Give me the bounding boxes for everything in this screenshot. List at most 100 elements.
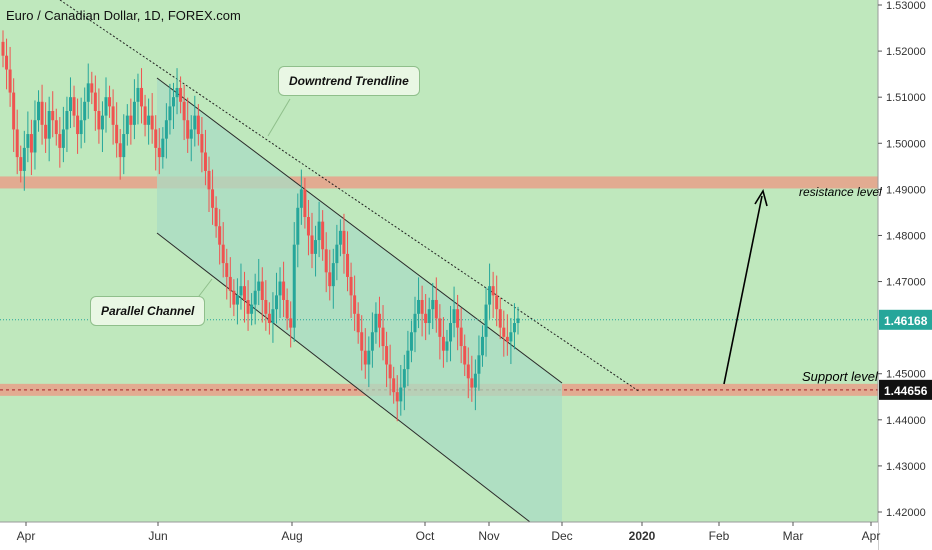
candle-body [79, 120, 83, 135]
candle-body [303, 189, 307, 218]
candle-body [186, 120, 190, 139]
candle-body [44, 124, 48, 139]
candle-body [12, 92, 16, 130]
candle-body [143, 106, 147, 125]
candle-body [282, 281, 286, 300]
candle-body [438, 318, 442, 337]
candle-body [495, 295, 499, 310]
candle-body [51, 111, 55, 121]
candle-body [61, 129, 65, 148]
candle-body [161, 138, 165, 158]
candle-body [140, 87, 144, 107]
chart-title: Euro / Canadian Dollar, 1D, FOREX.com [6, 8, 241, 23]
candle-body [360, 332, 364, 351]
candle-body [377, 313, 381, 328]
candle-body [509, 332, 513, 342]
candle-body [331, 263, 335, 287]
y-tick-label: 1.51000 [886, 92, 926, 104]
candle-body [203, 152, 207, 171]
candle-body [267, 313, 271, 324]
candle-body [97, 111, 101, 130]
candle-body [463, 346, 467, 365]
candle-body [214, 207, 218, 227]
candle-body [129, 115, 133, 125]
candle-body [15, 129, 19, 158]
candle-body [168, 106, 172, 121]
y-tick-label: 1.49000 [886, 184, 926, 196]
candle-body [218, 226, 222, 245]
candle-body [392, 378, 396, 393]
candle-body [22, 147, 26, 171]
channel-upper-line [156, 77, 563, 384]
x-tick-label: Jun [148, 529, 167, 543]
candle-body [189, 129, 193, 139]
candle-body [306, 217, 310, 236]
x-axis-panel [0, 522, 878, 550]
candle-body [473, 373, 477, 388]
candle-body [395, 392, 399, 402]
candle-body [225, 263, 229, 277]
candle-body [260, 281, 264, 300]
downtrend-trendline [59, 0, 641, 393]
candle-body [264, 299, 268, 314]
candle-body [164, 120, 168, 139]
candle-body [228, 276, 232, 291]
candle-body [111, 106, 115, 125]
candle-body [445, 341, 449, 351]
candle-body [58, 134, 62, 148]
candle-body [431, 299, 435, 310]
candle-body [314, 240, 318, 254]
projection-arrow [723, 195, 763, 385]
candle-body [8, 69, 12, 93]
candle-body [420, 299, 424, 314]
y-tick-label: 1.45000 [886, 369, 926, 381]
candle-body [83, 101, 87, 121]
candle-body [477, 355, 481, 374]
candle-body [406, 350, 410, 370]
y-tick-label: 1.43000 [886, 461, 926, 473]
candle-body [104, 97, 108, 116]
candle-body [449, 323, 453, 342]
candle-body [193, 115, 197, 130]
candle-body [296, 207, 300, 245]
candle-body [321, 221, 325, 250]
candle-body [65, 111, 69, 130]
candle-body [292, 244, 296, 328]
resistance-label: resistance level [799, 185, 882, 199]
candle-body [179, 87, 183, 102]
candle-body [427, 309, 431, 324]
trendline-callout: Downtrend Trendline [278, 66, 420, 96]
candle-body [108, 97, 112, 107]
candle-body [424, 313, 428, 324]
candle-body [90, 83, 94, 93]
candle-body [93, 92, 97, 112]
candle-body [118, 143, 122, 158]
candle-body [47, 111, 51, 139]
candle-body [26, 134, 30, 148]
y-axis-panel [878, 0, 932, 550]
channel-fill [157, 78, 562, 522]
candle-body [243, 286, 247, 300]
candle-body [5, 55, 9, 70]
candle-body [441, 336, 445, 351]
candle-body [122, 134, 126, 158]
candle-body [289, 318, 293, 328]
candle-body [434, 299, 438, 319]
candle-body [274, 295, 278, 310]
candle-body [466, 364, 470, 379]
candle-body [278, 281, 282, 296]
candle-body [182, 101, 186, 121]
x-tick-label: Nov [478, 529, 499, 543]
candle-body [54, 120, 58, 135]
y-tick-label: 1.44000 [886, 415, 926, 427]
candle-body [76, 115, 80, 135]
candle-body [470, 378, 474, 388]
candle-body [374, 313, 378, 333]
y-tick-label: 1.52000 [886, 46, 926, 58]
candle-body [132, 101, 136, 125]
trendline-callout-pointer [267, 98, 291, 137]
candle-body [100, 115, 104, 130]
channel-callout: Parallel Channel [90, 296, 206, 326]
candle-body [317, 221, 321, 241]
